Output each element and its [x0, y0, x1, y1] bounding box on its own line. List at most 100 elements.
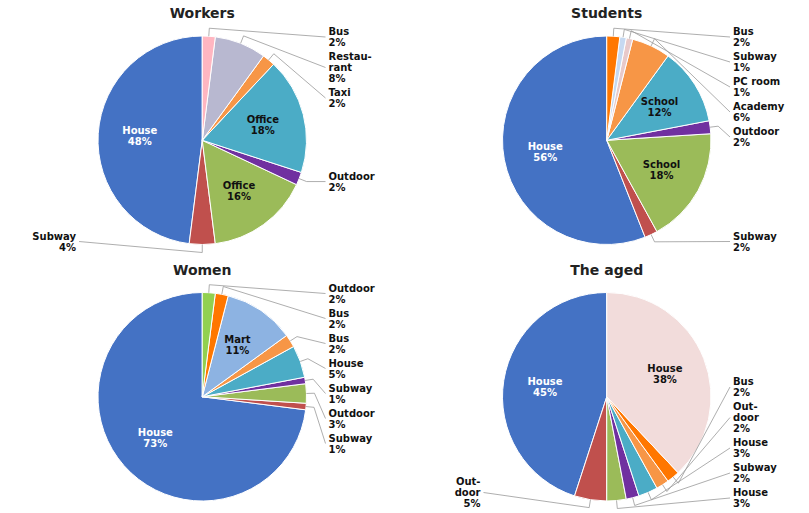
pie-slice: [202, 293, 228, 396]
slice-label: House: [733, 487, 768, 498]
pie-panel: WomenHouse73%Mart11%Outdoor2%Bus2%Bus2%H…: [98, 262, 375, 502]
pie-panel: StudentsHouse56%School18%School12%Bus2%S…: [502, 5, 784, 253]
slices: [98, 36, 307, 245]
slice-label: PC room: [733, 76, 780, 87]
slice-label: House: [527, 376, 562, 387]
pie-slice: [607, 36, 620, 140]
leader-line: [623, 29, 730, 62]
chart-title: Workers: [170, 5, 235, 21]
slice-value-label: 56%: [533, 152, 557, 163]
slice-value-label: 38%: [653, 374, 677, 385]
slice-label: Bus: [329, 26, 350, 37]
leader-line: [241, 36, 326, 68]
slice-label-line: House: [733, 437, 768, 448]
slice-label-line: School: [643, 159, 680, 170]
slice-label-line: House: [329, 358, 364, 369]
slice-value-label: 2%: [733, 473, 750, 484]
slice-label-line: Office: [223, 180, 256, 191]
slice-label-line: Bus: [329, 26, 350, 37]
leader-line: [651, 235, 730, 242]
slice-group: [502, 36, 711, 245]
slice-value-label: 73%: [143, 438, 167, 449]
leader-line: [484, 493, 591, 508]
slice-label: Subway: [329, 433, 373, 444]
slice-label: School: [641, 96, 678, 107]
slice-label: Subway: [32, 231, 76, 242]
slice-label: Subway: [733, 231, 777, 242]
slice-label-line: Outdoor: [733, 126, 779, 137]
chart-title: The aged: [570, 262, 643, 278]
slice-label: Out-door: [455, 476, 481, 498]
slice-value-label: 16%: [227, 191, 251, 202]
leader-line: [651, 39, 730, 112]
slice-value-label: 2%: [733, 137, 750, 148]
slice-label-line: Subway: [329, 433, 373, 444]
slice-label-line: House: [647, 363, 682, 374]
slice-label-line: House: [122, 125, 157, 136]
slice-label-line: Subway: [329, 383, 373, 394]
slice-label: School: [643, 159, 680, 170]
leader-line: [633, 473, 730, 505]
slice-value-label: 2%: [329, 37, 346, 48]
slice-value-label: 2%: [329, 319, 346, 330]
slice-label-line: Bus: [329, 308, 350, 319]
slice-group: [502, 293, 711, 502]
leader-line: [710, 126, 730, 137]
slice-value-label: 1%: [733, 62, 750, 73]
slice-value-label: 45%: [533, 387, 557, 398]
slice-label: Bus: [329, 333, 350, 344]
slice-label-line: House: [527, 376, 562, 387]
slice-value-label: 18%: [251, 125, 275, 136]
slice-value-label: 2%: [733, 242, 750, 253]
slice-label-line: Out-: [456, 476, 481, 487]
data-labels: House56%School18%School12%Bus2%Subway1%P…: [528, 26, 785, 253]
slice-label: Outdoor: [329, 283, 375, 294]
slice-label-line: Office: [247, 114, 280, 125]
slice-label-line: Out-: [733, 401, 758, 412]
slices: [98, 293, 306, 502]
slice-label-line: Bus: [733, 376, 754, 387]
leader-line: [269, 54, 326, 98]
slice-label: House: [528, 141, 563, 152]
pie-panel: The agedHouse45%House38%Out-door5%Bus2%O…: [455, 262, 778, 510]
chart-title: Students: [571, 5, 642, 21]
slice-label: Outdoor: [329, 171, 375, 182]
slice-label-line: House: [138, 427, 173, 438]
slice-label: Academy: [733, 101, 785, 112]
slice-label: Subway: [329, 383, 373, 394]
slice-value-label: 48%: [128, 136, 152, 147]
slice-label-line: Subway: [733, 462, 777, 473]
slice-value-label: 2%: [733, 387, 750, 398]
slice-value-label: 6%: [733, 112, 750, 123]
slice-label: House: [138, 427, 173, 438]
leader-line: [306, 407, 325, 444]
slice-label-line: PC room: [733, 76, 780, 87]
slice-value-label: 4%: [59, 242, 76, 253]
pie-slice: [98, 293, 306, 502]
slices: [502, 293, 711, 502]
slice-label-line: House: [528, 141, 563, 152]
slice-value-label: 2%: [329, 344, 346, 355]
slice-label-line: Restau-: [329, 51, 372, 62]
slice-label-line: Outdoor: [329, 408, 375, 419]
leader-line: [299, 179, 325, 182]
slice-label-line: Academy: [733, 101, 785, 112]
slice-value-label: 8%: [329, 73, 346, 84]
slice-value-label: 1%: [733, 87, 750, 98]
leader-line: [673, 387, 730, 483]
pie-slice: [575, 397, 607, 501]
slice-label: Office: [247, 114, 280, 125]
slice-value-label: 3%: [733, 498, 750, 509]
slice-label: House: [733, 437, 768, 448]
slice-label-line: Subway: [733, 231, 777, 242]
slice-label: Subway: [733, 462, 777, 473]
slice-label-line: Mart: [224, 334, 251, 345]
slice-value-label: 2%: [733, 423, 750, 434]
slices: [502, 36, 711, 245]
pie-slice: [607, 134, 711, 232]
slice-label: Mart: [224, 334, 251, 345]
chart-title: Women: [173, 262, 232, 278]
pie-slice: [202, 293, 215, 397]
data-labels: House73%Mart11%Outdoor2%Bus2%Bus2%House5…: [138, 283, 375, 455]
slice-label-line: door: [455, 487, 481, 498]
